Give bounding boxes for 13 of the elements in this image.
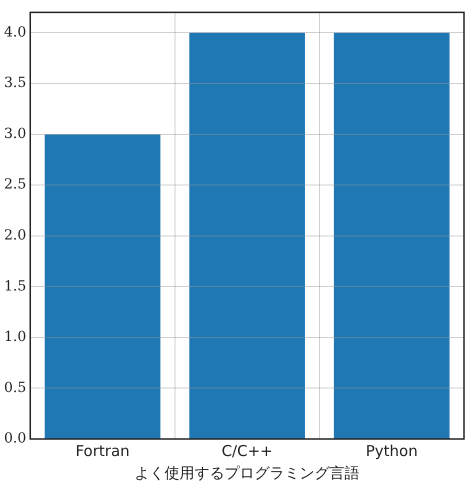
- x-tick-label: C/C++: [222, 442, 273, 460]
- y-tick-label: 0.0: [4, 430, 26, 447]
- y-tick-label: 2.5: [4, 176, 26, 193]
- y-tick-label: 1.0: [4, 329, 26, 346]
- x-axis-title: よく使用するプログラミング言語: [134, 464, 360, 482]
- x-tick-label: Python: [366, 442, 418, 460]
- y-tick-label: 3.0: [4, 126, 26, 142]
- y-tick-label: 4.0: [4, 24, 26, 40]
- x-tick-label: Fortran: [75, 442, 130, 460]
- y-tick-label: 3.5: [4, 75, 26, 92]
- y-tick-label: 1.5: [4, 278, 26, 294]
- y-tick-label: 0.5: [4, 380, 26, 396]
- y-tick-label: 2.0: [4, 228, 26, 244]
